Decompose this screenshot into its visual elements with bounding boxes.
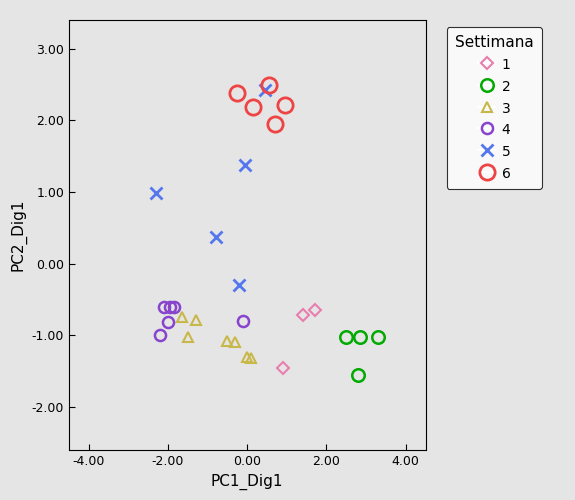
X-axis label: PC1_Dig1: PC1_Dig1: [211, 474, 283, 490]
Y-axis label: PC2_Dig1: PC2_Dig1: [10, 198, 26, 271]
Legend: 1, 2, 3, 4, 5, 6: 1, 2, 3, 4, 5, 6: [447, 27, 542, 189]
